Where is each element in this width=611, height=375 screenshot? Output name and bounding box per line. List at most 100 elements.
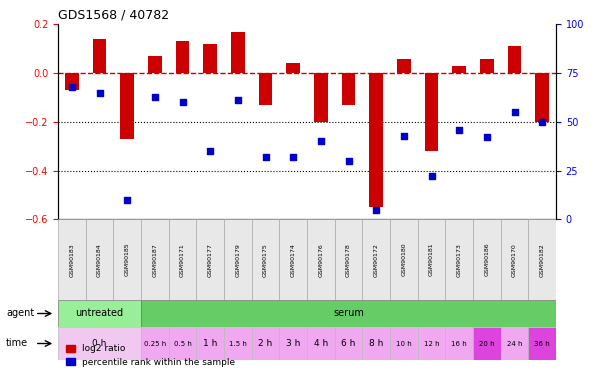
Bar [452,66,466,73]
Text: GSM90176: GSM90176 [318,243,323,277]
Point [205,148,215,154]
Text: untreated: untreated [76,309,123,318]
Text: GSM90171: GSM90171 [180,243,185,277]
Point [510,109,519,115]
Bar [231,32,245,73]
Point [399,132,409,138]
Bar [120,73,134,139]
Text: GSM90182: GSM90182 [540,243,544,277]
Text: 12 h: 12 h [423,340,439,346]
Point [371,207,381,213]
FancyBboxPatch shape [58,219,86,300]
Point [233,98,243,104]
Text: 4 h: 4 h [313,339,328,348]
FancyBboxPatch shape [141,327,169,360]
Point [178,99,188,105]
FancyBboxPatch shape [141,219,169,300]
Point [122,197,132,203]
Text: 24 h: 24 h [507,340,522,346]
Text: 0 h: 0 h [92,339,107,348]
FancyBboxPatch shape [86,219,114,300]
Text: GSM90183: GSM90183 [70,243,75,277]
FancyBboxPatch shape [445,219,473,300]
Bar [314,73,327,122]
Point [288,154,298,160]
FancyBboxPatch shape [307,327,335,360]
Bar [203,44,217,73]
Bar [480,58,494,73]
Bar [258,73,273,105]
Bar [287,63,300,73]
Bar [508,46,521,73]
Text: GSM90173: GSM90173 [456,243,462,277]
Text: 2 h: 2 h [258,339,273,348]
FancyBboxPatch shape [473,327,500,360]
FancyBboxPatch shape [473,219,500,300]
FancyBboxPatch shape [196,219,224,300]
Text: 10 h: 10 h [396,340,412,346]
FancyBboxPatch shape [141,300,556,327]
Bar [369,73,383,207]
FancyBboxPatch shape [445,327,473,360]
FancyBboxPatch shape [390,327,418,360]
Bar [342,73,356,105]
Text: GSM90170: GSM90170 [512,243,517,277]
FancyBboxPatch shape [114,219,141,300]
Bar [535,73,549,122]
Text: 1.5 h: 1.5 h [229,340,247,346]
Point [537,119,547,125]
Text: time: time [6,339,28,348]
Text: GSM90187: GSM90187 [152,243,158,277]
Text: GSM90181: GSM90181 [429,243,434,276]
Legend: log2 ratio, percentile rank within the sample: log2 ratio, percentile rank within the s… [62,341,239,370]
FancyBboxPatch shape [529,219,556,300]
FancyBboxPatch shape [335,327,362,360]
FancyBboxPatch shape [362,219,390,300]
FancyBboxPatch shape [279,327,307,360]
Point [426,174,436,180]
Text: GSM90177: GSM90177 [208,243,213,277]
Text: agent: agent [6,309,34,318]
Text: GSM90180: GSM90180 [401,243,406,276]
FancyBboxPatch shape [58,327,141,360]
Point [482,135,492,141]
Text: 3 h: 3 h [286,339,301,348]
Text: 16 h: 16 h [452,340,467,346]
Text: GSM90172: GSM90172 [374,243,379,277]
Bar [148,56,162,73]
Text: GSM90184: GSM90184 [97,243,102,277]
Bar [425,73,439,151]
FancyBboxPatch shape [279,219,307,300]
FancyBboxPatch shape [307,219,335,300]
Point [316,138,326,144]
Text: 0.5 h: 0.5 h [174,340,191,346]
Point [95,90,104,96]
Text: 20 h: 20 h [479,340,495,346]
Bar [93,39,106,73]
Text: GSM90174: GSM90174 [291,243,296,277]
FancyBboxPatch shape [500,219,529,300]
FancyBboxPatch shape [500,327,529,360]
Point [150,93,159,99]
FancyBboxPatch shape [335,219,362,300]
Bar [65,73,79,90]
FancyBboxPatch shape [390,219,418,300]
FancyBboxPatch shape [224,219,252,300]
Bar [397,58,411,73]
Text: GSM90175: GSM90175 [263,243,268,277]
Text: 36 h: 36 h [534,340,550,346]
FancyBboxPatch shape [58,300,141,327]
FancyBboxPatch shape [418,219,445,300]
Point [343,158,353,164]
Text: 0.25 h: 0.25 h [144,340,166,346]
Text: GSM90179: GSM90179 [235,243,240,277]
FancyBboxPatch shape [529,327,556,360]
FancyBboxPatch shape [418,327,445,360]
FancyBboxPatch shape [196,327,224,360]
Text: 1 h: 1 h [203,339,218,348]
FancyBboxPatch shape [169,219,196,300]
Bar [175,42,189,73]
Text: serum: serum [333,309,364,318]
Text: 6 h: 6 h [342,339,356,348]
Point [67,84,77,90]
